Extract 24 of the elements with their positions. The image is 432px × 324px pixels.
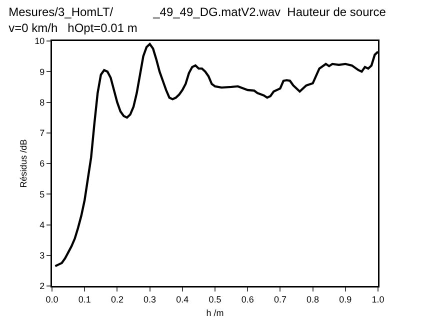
y-tick-label: 8 — [40, 97, 45, 108]
x-axis-title: h /m — [206, 308, 224, 318]
y-tick-label: 3 — [40, 250, 45, 261]
y-tick-label: 6 — [40, 158, 45, 169]
x-tick-label: 0.6 — [241, 294, 254, 304]
x-tick-label: 0.5 — [208, 294, 222, 304]
y-tick-label: 5 — [40, 189, 45, 200]
y-tick-label: 9 — [40, 66, 45, 77]
chart-subtitle: v=0 km/h hOpt=0.01 m — [8, 20, 138, 35]
y-tick-label: 4 — [40, 220, 45, 230]
x-tick-label: 0.9 — [339, 294, 352, 304]
y-tick-label: 7 — [40, 128, 45, 138]
x-tick-label: 1.0 — [372, 294, 384, 304]
x-tick-label: 0.3 — [144, 294, 156, 304]
x-tick-label: 0.7 — [274, 294, 286, 304]
x-tick-label: 0.8 — [306, 294, 320, 304]
x-tick-label: 0.4 — [176, 294, 189, 304]
y-axis-title: Résidus /dB — [18, 139, 28, 188]
x-tick-label: 0.2 — [110, 294, 124, 304]
y-tick-label: 10 — [34, 36, 45, 46]
y-tick-label: 2 — [40, 281, 45, 292]
x-tick-label: 0.1 — [78, 294, 91, 304]
x-tick-label: 0.0 — [46, 294, 58, 304]
chart-title: Mesures/3_HomLT/ _49_49_DG.matV2.wav Hauteur de source — [8, 5, 386, 20]
